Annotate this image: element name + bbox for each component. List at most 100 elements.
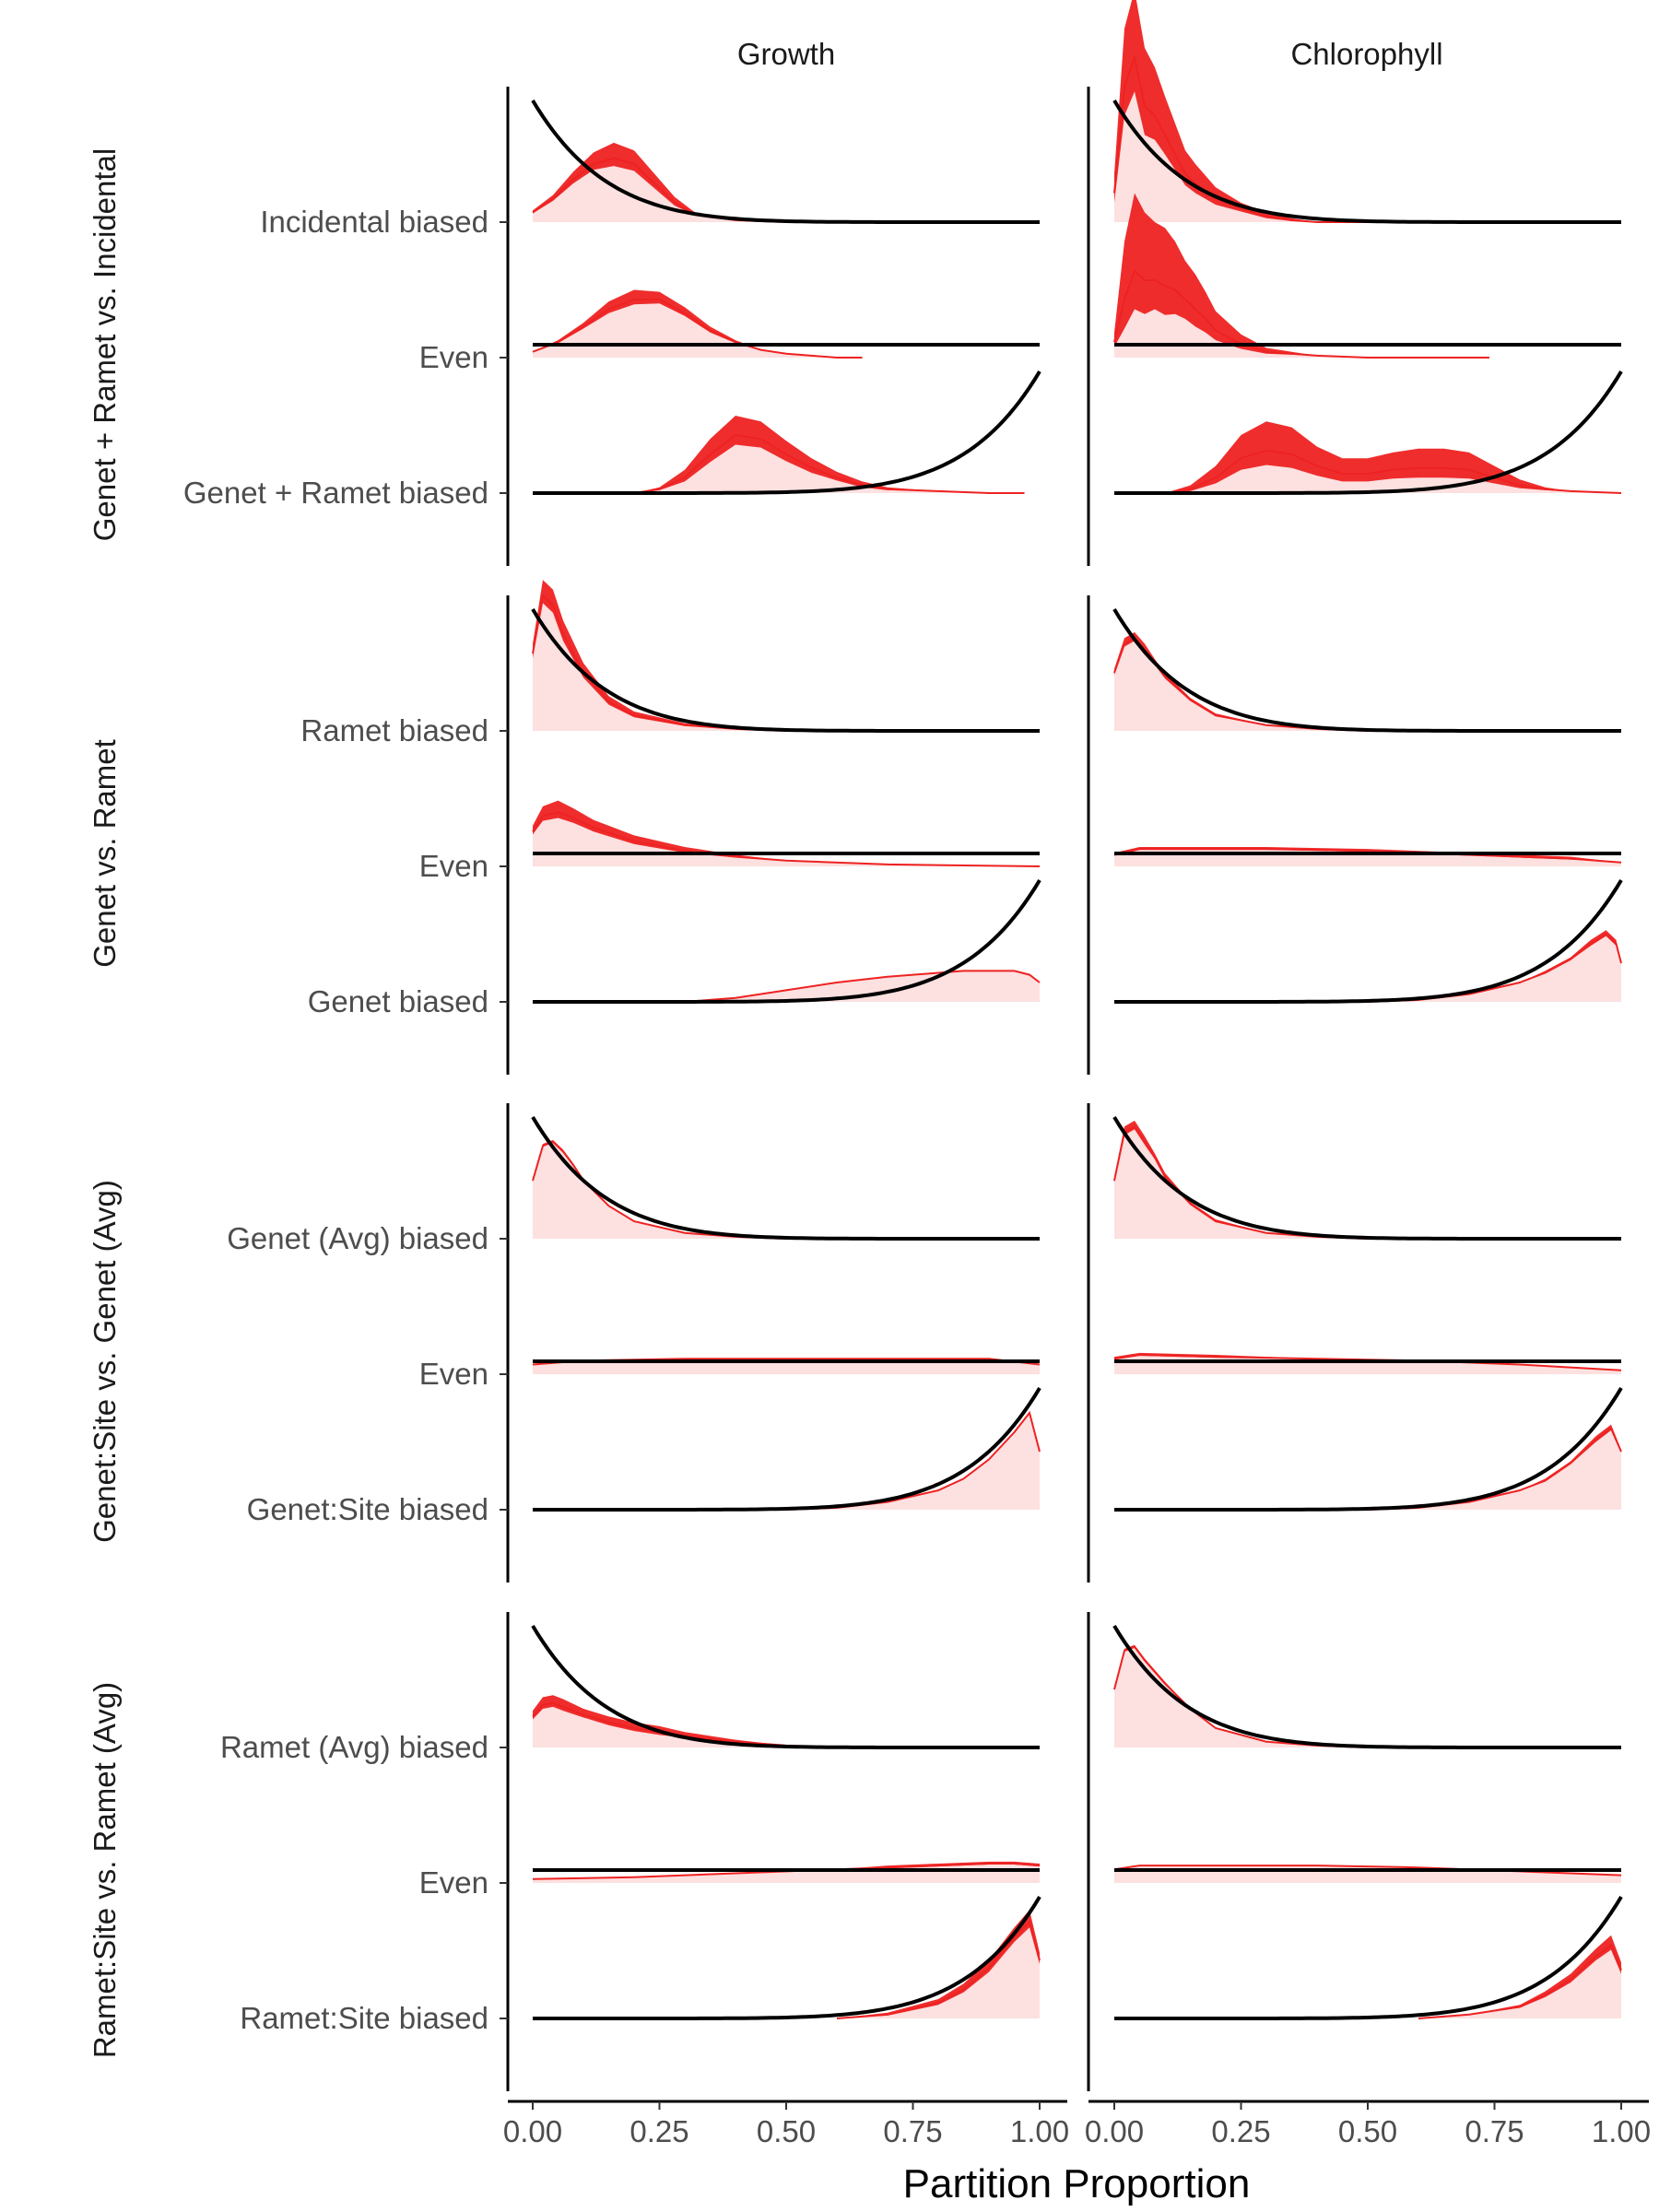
posterior-fill xyxy=(533,1864,1040,1883)
row-label: Genet:Site biased xyxy=(247,1492,488,1526)
prior-line xyxy=(533,878,1041,1004)
posterior-fill xyxy=(837,1922,1040,2018)
ridge-chlorophyll xyxy=(1114,1386,1623,1512)
x-tick-label: 0.50 xyxy=(1338,2114,1397,2148)
prior-line xyxy=(1114,878,1623,1004)
posterior-fill xyxy=(533,595,1040,731)
row-label: Even xyxy=(419,340,488,374)
posterior-band xyxy=(1114,0,1621,222)
prior-line xyxy=(1114,370,1623,495)
row-label: Ramet:Site biased xyxy=(240,2001,488,2035)
x-tick-label: 0.00 xyxy=(1085,2114,1144,2148)
posterior-line xyxy=(1418,1943,1622,2019)
posterior-fill xyxy=(634,435,1025,493)
row-label: Genet + Ramet biased xyxy=(183,476,488,510)
prior-line xyxy=(533,370,1041,495)
ridge-growth xyxy=(531,1115,1040,1241)
posterior-fill xyxy=(1114,57,1621,222)
ridge-growth xyxy=(532,1861,1041,1883)
posterior-line xyxy=(532,299,863,359)
ridge-chlorophyll xyxy=(1113,1865,1622,1883)
x-tick-label: 1.00 xyxy=(1592,2114,1651,2148)
ridge-chlorophyll xyxy=(1113,847,1622,866)
posterior-fill xyxy=(1368,934,1621,1002)
x-tick-label: 0.75 xyxy=(1465,2114,1524,2148)
ridge-growth xyxy=(533,1386,1041,1512)
posterior-line xyxy=(532,1863,1041,1880)
ridge-chlorophyll xyxy=(1114,370,1623,495)
group-title: Genet vs. Ramet xyxy=(88,739,122,968)
prior-line xyxy=(531,607,1040,733)
ridge-chlorophyll xyxy=(1112,607,1621,733)
ridge-growth xyxy=(533,878,1041,1004)
panel-group: Genet:Site vs. Genet (Avg) Genet (Avg) bi… xyxy=(88,1103,1623,1583)
posterior-line xyxy=(1164,449,1622,494)
group-title: Genet:Site vs. Genet (Avg) xyxy=(88,1180,122,1543)
x-tick-label: 0.25 xyxy=(629,2114,688,2148)
posterior-line xyxy=(836,1920,1041,2019)
ridge-growth xyxy=(533,370,1041,495)
posterior-band xyxy=(1368,930,1621,1002)
posterior-fill xyxy=(685,971,1040,1002)
posterior-fill xyxy=(533,1142,1040,1239)
ridge-growth xyxy=(532,289,1040,359)
row-label: Genet biased xyxy=(308,984,488,1018)
posterior-line xyxy=(684,970,1041,1003)
ridge-growth xyxy=(531,1624,1040,1749)
x-axis-title: Partition Proportion xyxy=(903,2161,1251,2206)
prior-line xyxy=(1112,1624,1621,1749)
prior-line xyxy=(1112,1115,1621,1241)
prior-line xyxy=(531,99,1040,224)
strip-title-growth: Growth xyxy=(737,37,835,71)
x-axis-chlorophyll: 0.00 0.25 0.50 0.75 1.00 xyxy=(1085,2100,1651,2148)
prior-line xyxy=(533,1386,1041,1512)
posterior-line xyxy=(532,811,1041,867)
panel-group: Genet vs. Ramet Ramet biased Even Genet bia… xyxy=(88,580,1623,1075)
x-tick-label: 0.00 xyxy=(503,2114,562,2148)
posterior-fill xyxy=(1114,270,1489,358)
posterior-fill xyxy=(1114,1646,1621,1747)
posterior-line xyxy=(1113,848,1622,864)
row-label: Ramet (Avg) biased xyxy=(220,1730,488,1764)
ridge-growth xyxy=(532,800,1041,867)
posterior-fill xyxy=(533,1702,1040,1747)
x-tick-label: 0.75 xyxy=(883,2114,942,2148)
posterior-fill xyxy=(1114,1126,1621,1239)
posterior-line xyxy=(1113,53,1621,223)
panel-group: Genet + Ramet vs. Incidental Incidental b… xyxy=(88,0,1623,566)
prior-line xyxy=(1114,1895,1623,2020)
posterior-line xyxy=(1113,268,1489,359)
ridge-growth xyxy=(531,99,1040,224)
prior-line xyxy=(1114,1386,1623,1512)
posterior-fill xyxy=(1114,1865,1621,1883)
row-label: Even xyxy=(419,849,488,883)
posterior-band xyxy=(533,1695,1040,1747)
x-axis-growth: 0.00 0.25 0.50 0.75 1.00 xyxy=(503,2100,1069,2148)
prior-line xyxy=(531,1624,1040,1749)
posterior-line xyxy=(633,433,1025,494)
x-tick-label: 0.25 xyxy=(1211,2114,1270,2148)
strip-title-chlorophyll: Chlorophyll xyxy=(1290,37,1442,71)
posterior-band xyxy=(1114,193,1489,358)
panel-group: Ramet:Site vs. Ramet (Avg) Ramet (Avg) bi… xyxy=(88,1612,1623,2091)
posterior-line xyxy=(1113,1353,1622,1371)
x-tick-label: 0.50 xyxy=(757,2114,816,2148)
row-label: Genet (Avg) biased xyxy=(227,1221,488,1255)
panels: Genet + Ramet vs. Incidental Incidental b… xyxy=(88,0,1623,2091)
ridge-chlorophyll xyxy=(1112,1115,1621,1241)
posterior-band xyxy=(1165,421,1621,493)
posterior-band xyxy=(634,416,1025,493)
ridge-chlorophyll xyxy=(1114,1895,1623,2020)
ridge-growth xyxy=(531,580,1040,733)
ridge-growth xyxy=(532,1358,1041,1374)
ridge-chlorophyll xyxy=(1112,0,1621,224)
row-label: Even xyxy=(419,1865,488,1900)
posterior-fill xyxy=(533,812,1040,866)
prior-line xyxy=(1112,607,1621,733)
row-label: Ramet biased xyxy=(300,713,488,747)
ridge-chlorophyll xyxy=(1113,193,1621,359)
posterior-fill xyxy=(1418,1945,1621,2018)
prior-line xyxy=(533,1895,1041,2020)
ridge-growth xyxy=(533,1895,1041,2020)
